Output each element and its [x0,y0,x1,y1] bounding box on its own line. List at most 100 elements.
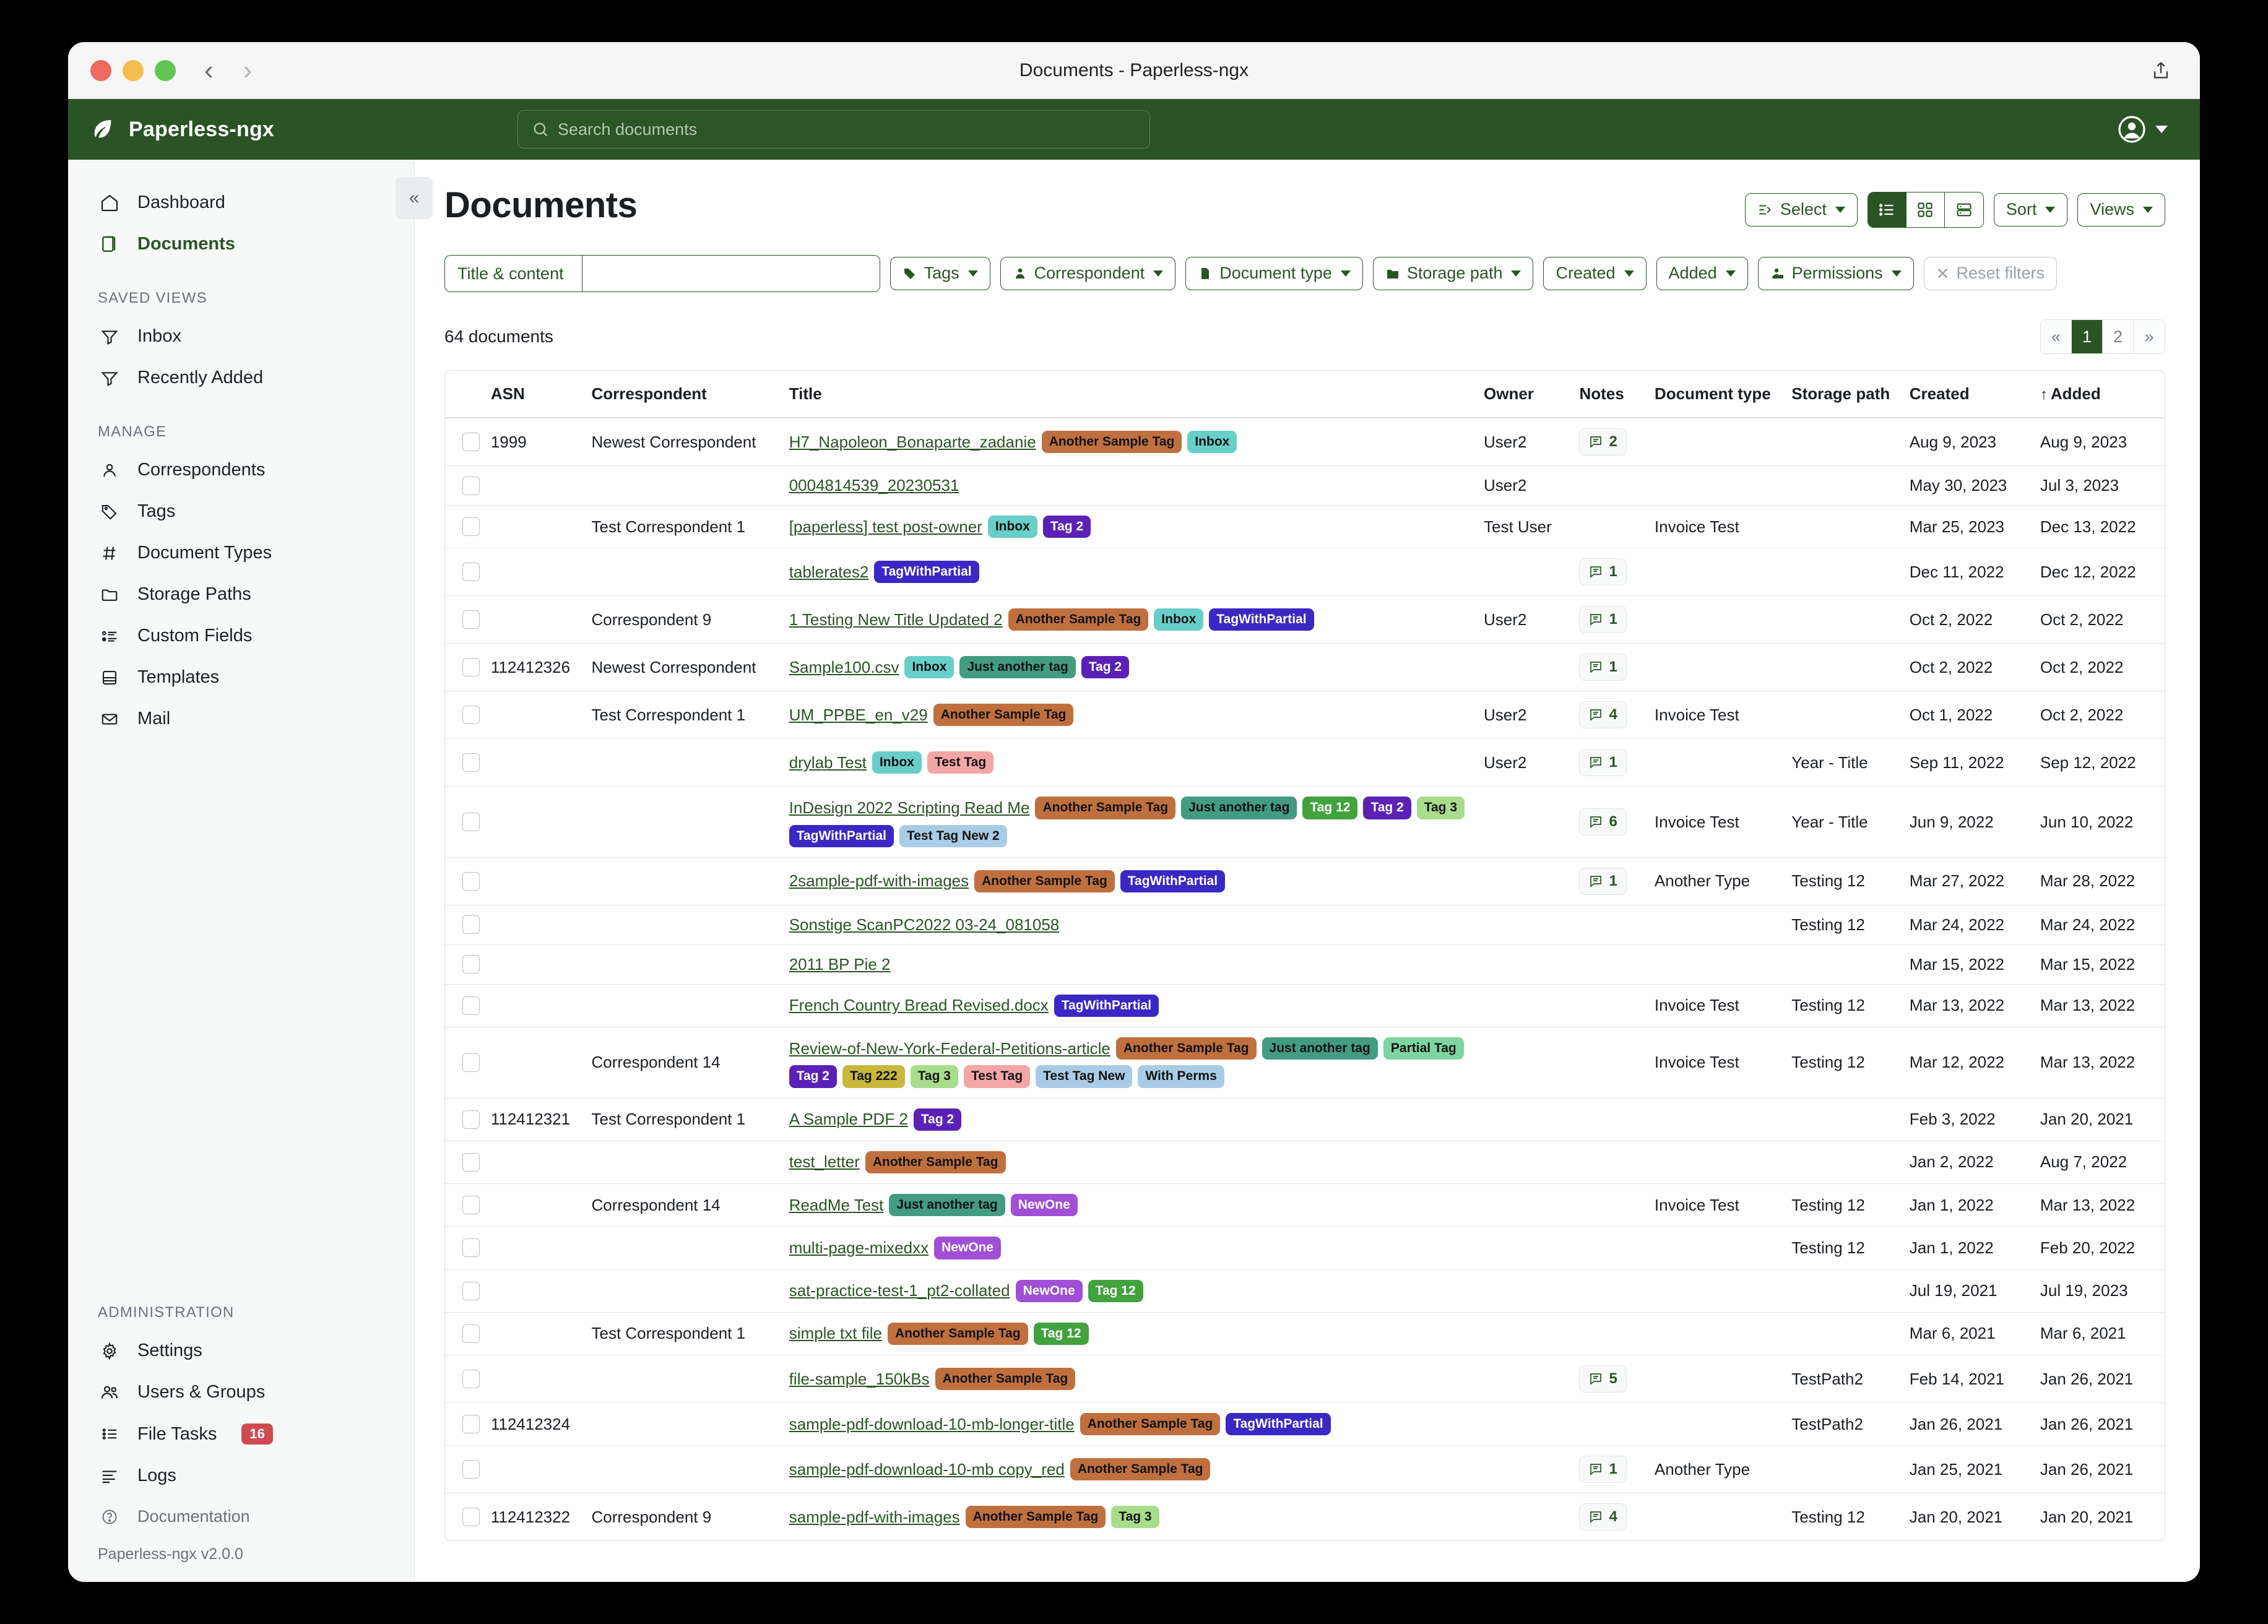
table-row[interactable]: sample-pdf-download-10-mb copy_red Anothe… [445,1445,2165,1494]
row-checkbox[interactable] [445,1402,485,1446]
cell-document-type[interactable] [1648,548,1786,597]
cell-document-type[interactable] [1648,738,1786,787]
tag-pill[interactable]: Another Sample Tag [965,1506,1106,1529]
table-row[interactable]: 112412322 Correspondent 9 sample-pdf-with-… [445,1493,2165,1540]
row-checkbox[interactable] [445,1355,485,1403]
cell-correspondent[interactable] [585,548,783,597]
table-row[interactable]: drylab Test Inbox Test Tag User2 1 Year - Tit… [445,738,2165,787]
checkbox-icon[interactable] [462,476,480,495]
window-controls[interactable] [90,59,176,81]
table-row[interactable]: Test Correspondent 1 UM_PPBE_en_v29 Anothe… [445,691,2165,740]
created-filter-button[interactable]: Created [1543,257,1647,290]
cell-document-type[interactable] [1648,905,1786,945]
cell-storage-path[interactable]: Year - Title [1785,786,1903,858]
checkbox-icon[interactable] [462,1053,480,1072]
row-checkbox[interactable] [445,857,485,905]
close-window-button[interactable] [90,59,111,81]
document-type-filter-button[interactable]: Document type [1185,257,1363,290]
table-row[interactable]: multi-page-mixedxx NewOne Testing 12 Jan 1,… [445,1226,2165,1270]
row-checkbox[interactable] [445,944,485,985]
table-row[interactable]: Correspondent 14 Review-of-New-York-Feder… [445,1027,2165,1099]
tag-pill[interactable]: Just another tag [1262,1037,1378,1060]
row-checkbox[interactable] [445,465,485,506]
notes-badge[interactable]: 1 [1579,654,1627,681]
cell-storage-path[interactable]: Testing 12 [1785,905,1903,945]
tag-pill[interactable]: Tag 3 [1111,1506,1159,1529]
sidebar-item-documentation[interactable]: Documentation [68,1497,414,1537]
column-header-storage-path[interactable]: Storage path [1785,371,1903,418]
checkbox-icon[interactable] [462,1196,480,1215]
cell-storage-path[interactable] [1785,505,1903,549]
select-all-header[interactable] [445,371,485,418]
cell-correspondent[interactable] [585,984,783,1028]
notes-badge[interactable]: 2 [1579,428,1627,456]
row-checkbox[interactable] [445,786,485,858]
cell-correspondent[interactable]: Newest Correspondent [585,643,783,692]
document-title-link[interactable]: 1 Testing New Title Updated 2 [789,610,1003,629]
cell-title[interactable]: Review-of-New-York-Federal-Petitions-art… [782,1027,1478,1099]
cell-document-type[interactable] [1648,1402,1786,1446]
cell-title[interactable]: sat-practice-test-1_pt2-collated NewOne Ta… [782,1269,1478,1313]
cell-document-type[interactable] [1648,1493,1785,1540]
notes-badge[interactable]: 6 [1579,808,1627,836]
tag-pill[interactable]: Partial Tag [1383,1037,1464,1060]
cell-correspondent[interactable]: Newest Correspondent [585,418,783,466]
cell-document-type[interactable]: Invoice Test [1648,984,1786,1028]
cell-title[interactable]: test_letter Another Sample Tag [782,1141,1478,1185]
sidebar-item-custom-fields[interactable]: Custom Fields [68,615,414,657]
table-row[interactable]: file-sample_150kBs Another Sample Tag 5 Tes… [445,1355,2165,1403]
tag-pill[interactable]: Test Tag New [1036,1065,1133,1088]
sidebar-item-logs[interactable]: Logs [68,1455,414,1497]
column-header-added[interactable]: ↑ Added [2033,371,2165,418]
pagination-prev[interactable]: « [2041,320,2072,353]
tag-pill[interactable]: Inbox [987,516,1037,538]
sidebar-item-documents[interactable]: Documents [68,223,414,265]
checkbox-icon[interactable] [462,1415,480,1434]
document-title-link[interactable]: test_letter [789,1152,860,1172]
checkbox-icon[interactable] [462,1281,480,1300]
tag-pill[interactable]: Just another tag [959,656,1076,679]
tag-pill[interactable]: Inbox [904,656,954,679]
cell-title[interactable]: 1 Testing New Title Updated 2 Another Sam… [782,595,1478,644]
document-title-link[interactable]: sample-pdf-download-10-mb-longer-title [789,1414,1075,1433]
cell-notes[interactable]: 5 [1573,1355,1648,1403]
cell-correspondent[interactable]: Correspondent 9 [585,595,783,644]
document-title-link[interactable]: InDesign 2022 Scripting Read Me [789,798,1030,817]
sidebar-item-document-types[interactable]: Document Types [68,532,414,574]
tag-pill[interactable]: Tag 222 [842,1065,905,1088]
cell-document-type[interactable] [1648,1098,1786,1141]
back-icon[interactable]: ‹ [204,54,214,85]
cell-storage-path[interactable] [1785,1312,1903,1356]
maximize-window-button[interactable] [155,59,176,81]
cell-title[interactable]: 0004814539_20230531 [782,465,1478,506]
table-row[interactable]: French Country Bread Revised.docx TagWith… [445,984,2165,1028]
document-title-link[interactable]: 2011 BP Pie 2 [789,954,891,974]
cell-storage-path[interactable] [1785,418,1903,466]
tag-pill[interactable]: Another Sample Tag [1070,1458,1211,1481]
table-row[interactable]: tablerates2 TagWithPartial 1 Dec 11, 2022 De… [445,548,2165,597]
tag-pill[interactable]: Another Sample Tag [1080,1413,1221,1436]
column-header-asn[interactable]: ASN [484,371,586,418]
cell-title[interactable]: Sonstige ScanPC2022 03-24_081058 [782,905,1478,945]
checkbox-icon[interactable] [462,1508,480,1527]
row-checkbox[interactable] [445,595,485,644]
cell-document-type[interactable] [1648,1141,1786,1185]
notes-badge[interactable]: 1 [1579,749,1627,777]
tag-pill[interactable]: Test Tag New 2 [899,824,1007,847]
document-title-link[interactable]: sample-pdf-with-images [789,1507,960,1526]
row-checkbox[interactable] [445,643,485,692]
cell-storage-path[interactable]: Testing 12 [1785,1183,1903,1227]
row-checkbox[interactable] [445,1269,485,1313]
cell-correspondent[interactable]: Test Correspondent 1 [585,691,783,740]
row-checkbox[interactable] [445,1312,485,1356]
tag-pill[interactable]: Test Tag [963,1065,1031,1088]
cell-title[interactable]: sample-pdf-download-10-mb-longer-title An… [782,1402,1478,1446]
table-row[interactable]: Test Correspondent 1 simple txt file Anoth… [445,1312,2165,1356]
tag-pill[interactable]: NewOne [1010,1194,1078,1217]
cell-document-type[interactable]: Invoice Test [1648,1183,1786,1227]
tag-pill[interactable]: TagWithPartial [789,824,894,847]
tag-pill[interactable]: Another Sample Tag [865,1151,1006,1173]
cell-correspondent[interactable] [585,1402,783,1446]
cell-storage-path[interactable] [1785,944,1903,985]
pagination-page-1[interactable]: 1 [2072,320,2103,353]
